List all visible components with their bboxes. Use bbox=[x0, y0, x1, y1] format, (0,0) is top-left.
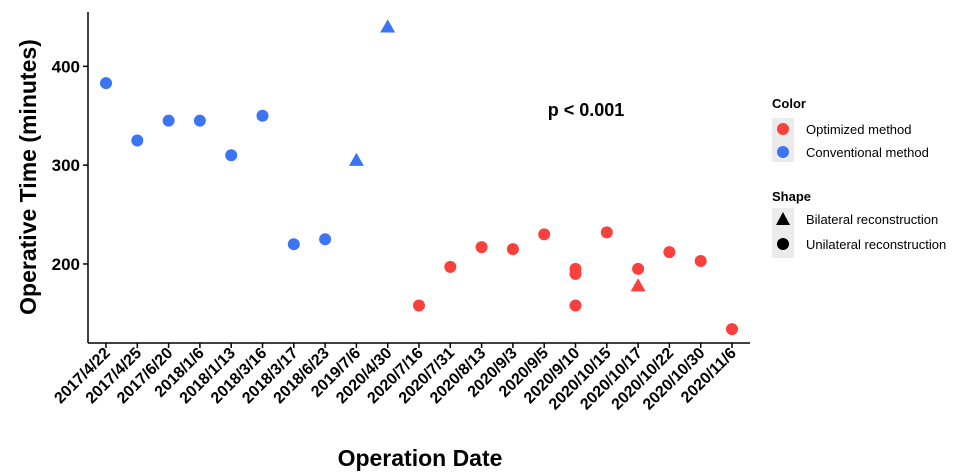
legend-optimized-label: Optimized method bbox=[806, 122, 912, 137]
data-point-optimized-circle bbox=[538, 228, 551, 241]
data-point-optimized-circle bbox=[600, 226, 613, 239]
legend-conventional-swatch bbox=[777, 146, 789, 158]
data-point-conventional-circle bbox=[162, 114, 175, 127]
legend-unilateral-label: Unilateral reconstruction bbox=[806, 237, 946, 252]
legend-triangle-swatch bbox=[776, 212, 790, 225]
data-point-conventional-circle bbox=[287, 238, 300, 251]
legend-bilateral-label: Bilateral reconstruction bbox=[806, 212, 938, 227]
x-ticks: 2017/4/222017/4/252017/6/202018/1/62018/… bbox=[51, 343, 740, 413]
data-point-conventional-triangle bbox=[380, 19, 396, 33]
legend: Color Optimized method Conventional meth… bbox=[772, 96, 946, 258]
data-point-conventional-circle bbox=[193, 114, 206, 127]
data-points bbox=[100, 19, 738, 336]
data-point-optimized-triangle bbox=[630, 278, 646, 292]
legend-shape-title: Shape bbox=[772, 189, 811, 204]
x-axis-title: Operation Date bbox=[338, 445, 503, 471]
data-point-conventional-circle bbox=[256, 109, 269, 122]
data-point-optimized-circle bbox=[506, 243, 519, 256]
y-axis-title: Operative Time (minutes) bbox=[15, 39, 41, 315]
data-point-optimized-circle bbox=[475, 241, 488, 254]
y-tick-label: 400 bbox=[52, 57, 80, 76]
data-point-conventional-circle bbox=[131, 134, 144, 147]
legend-color-title: Color bbox=[772, 96, 806, 111]
data-point-optimized-circle bbox=[444, 260, 457, 273]
data-point-optimized-circle bbox=[569, 299, 582, 312]
data-point-optimized-circle bbox=[413, 299, 425, 312]
data-point-optimized-circle bbox=[694, 254, 707, 267]
data-point-conventional-circle bbox=[319, 233, 332, 246]
legend-circle-swatch bbox=[777, 238, 789, 250]
p-value-annotation: p < 0.001 bbox=[548, 100, 625, 120]
data-point-conventional-circle bbox=[225, 149, 238, 162]
legend-optimized-swatch bbox=[777, 123, 789, 135]
y-tick-label: 300 bbox=[52, 156, 80, 175]
data-point-optimized-circle bbox=[726, 323, 738, 336]
data-point-conventional-triangle bbox=[348, 152, 364, 166]
data-point-conventional-circle bbox=[100, 77, 112, 90]
legend-conventional-label: Conventional method bbox=[806, 145, 929, 160]
data-point-optimized-circle bbox=[663, 246, 676, 259]
data-point-optimized-circle bbox=[632, 262, 645, 275]
y-ticks: 200 300 400 bbox=[52, 57, 88, 274]
data-point-optimized-circle bbox=[569, 267, 582, 280]
y-tick-label: 200 bbox=[52, 255, 80, 274]
